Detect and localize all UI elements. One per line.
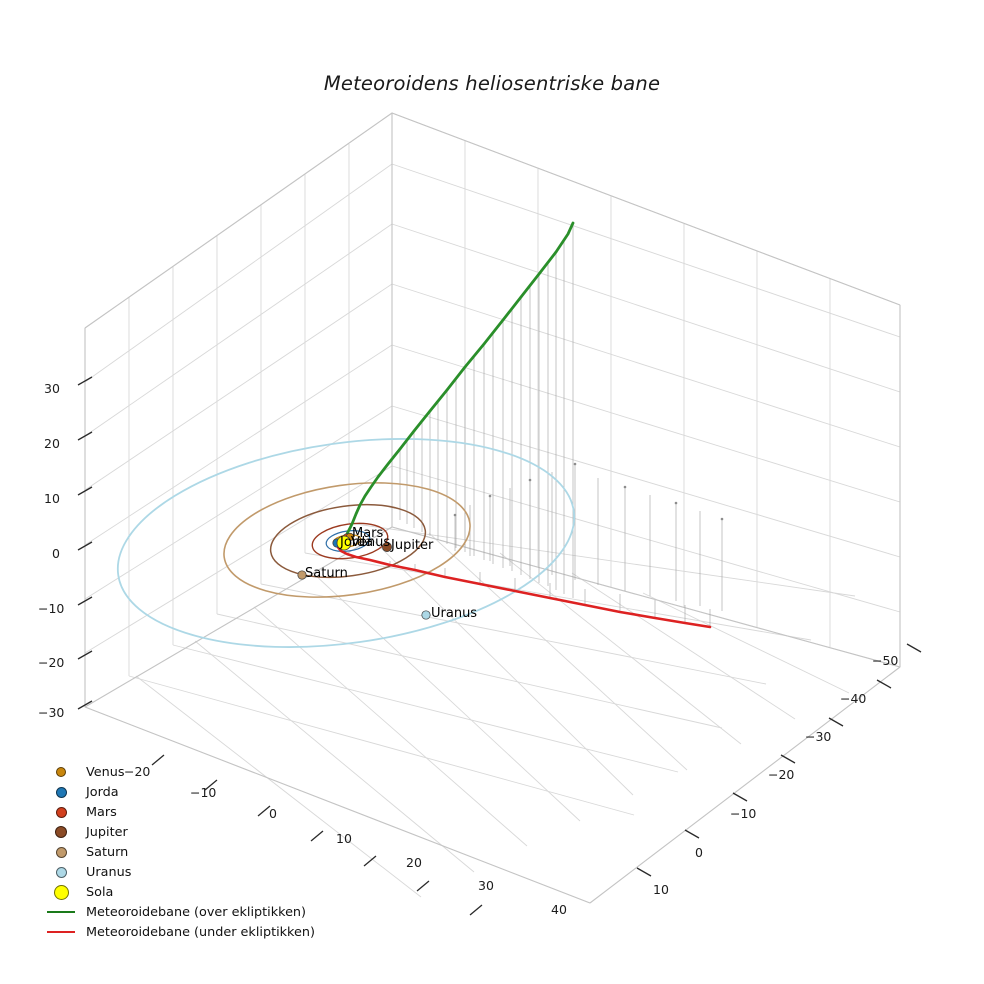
- planet-dot-icon: [44, 786, 78, 798]
- line-sample-icon: [44, 931, 78, 933]
- legend-item[interactable]: Sola: [44, 882, 324, 902]
- z-tick-1: 20: [44, 436, 60, 451]
- label-uranus: Uranus: [431, 606, 478, 621]
- legend-item[interactable]: Mars: [44, 802, 324, 822]
- stem-lines-group: [389, 223, 723, 627]
- legend-label: Meteoroidebane (under ekliptikken): [86, 924, 315, 940]
- x-tick-3: 10: [336, 831, 352, 846]
- pane-back-left: [84, 112, 393, 708]
- y-tick-1: 0: [695, 845, 703, 860]
- legend-item[interactable]: Meteoroidebane (under ekliptikken): [44, 922, 324, 942]
- legend-label: Uranus: [86, 864, 132, 880]
- axis-spines: [84, 112, 901, 904]
- x-tick-4: 20: [406, 855, 422, 870]
- marker-saturn: [297, 570, 307, 580]
- legend-item[interactable]: Meteoroidebane (over ekliptikken): [44, 902, 324, 922]
- x-tick-0: −20: [124, 764, 151, 779]
- legend-item[interactable]: Venus: [44, 762, 324, 782]
- y-tick-2: −10: [730, 806, 757, 821]
- pane-floor: [84, 522, 901, 904]
- orbit-earth: [325, 530, 371, 552]
- marker-uranus: [421, 610, 431, 620]
- planet-dot-icon: [44, 866, 78, 878]
- page-title: Meteoroidens heliosentriske bane: [323, 72, 661, 95]
- z-tick-5: −20: [38, 655, 65, 670]
- y-tick-3: −20: [768, 767, 795, 782]
- z-tick-3: 0: [52, 546, 60, 561]
- planet-orbits-group: [116, 438, 576, 648]
- y-tick-4: −30: [805, 729, 832, 744]
- orbit-saturn: [223, 482, 471, 598]
- meteoroid-track-below-ecliptic: [333, 539, 712, 629]
- orbit-uranus: [116, 438, 576, 648]
- label-jupiter: Jupiter: [391, 538, 434, 553]
- marker-sola: [336, 535, 352, 551]
- label-saturn: Saturn: [305, 566, 348, 581]
- x-tick-1: −10: [190, 785, 217, 800]
- legend-label: Mars: [86, 804, 117, 820]
- planet-dot-icon: [44, 826, 78, 838]
- tick-marks-x: [151, 754, 483, 916]
- legend-label: Venus: [86, 764, 125, 780]
- legend-label: Meteoroidebane (over ekliptikken): [86, 904, 307, 920]
- legend-item[interactable]: Saturn: [44, 842, 324, 862]
- line-sample-icon: [44, 911, 78, 913]
- orbit-jupiter: [269, 503, 427, 579]
- z-tick-0: 30: [44, 381, 60, 396]
- legend-label: Saturn: [86, 844, 129, 860]
- planet-markers-group: [297, 532, 431, 620]
- legend-label: Sola: [86, 884, 114, 900]
- legend: Venus Jorda Mars Jupiter Saturn Uranus S…: [44, 762, 324, 942]
- label-venus: Venus: [351, 535, 391, 550]
- z-tick-6: −30: [38, 705, 65, 720]
- y-tick-5: −40: [840, 691, 867, 706]
- legend-item[interactable]: Jupiter: [44, 822, 324, 842]
- sun-dot-icon: [44, 884, 78, 900]
- y-tick-6: −50: [872, 653, 899, 668]
- tick-marks-z: [77, 376, 93, 710]
- legend-label: Jupiter: [86, 824, 128, 840]
- meteoroid-track-above-ecliptic: [341, 221, 575, 544]
- orbit-mars: [311, 522, 389, 560]
- planet-dot-icon: [44, 846, 78, 858]
- x-tick-2: 0: [269, 806, 277, 821]
- z-tick-4: −10: [38, 601, 65, 616]
- legend-label: Jorda: [86, 784, 119, 800]
- x-tick-5: 30: [478, 878, 494, 893]
- x-tick-6: 40: [551, 902, 567, 917]
- planet-dot-icon: [44, 806, 78, 818]
- planet-dot-icon: [44, 767, 78, 777]
- legend-item[interactable]: Uranus: [44, 862, 324, 882]
- legend-item[interactable]: Jorda: [44, 782, 324, 802]
- marker-jupiter: [382, 542, 392, 552]
- label-mars: Mars: [352, 526, 384, 541]
- z-tick-2: 10: [44, 491, 60, 506]
- y-tick-0: 10: [653, 882, 669, 897]
- tick-marks-y: [636, 643, 922, 877]
- label-jorda: Jorda: [340, 535, 374, 550]
